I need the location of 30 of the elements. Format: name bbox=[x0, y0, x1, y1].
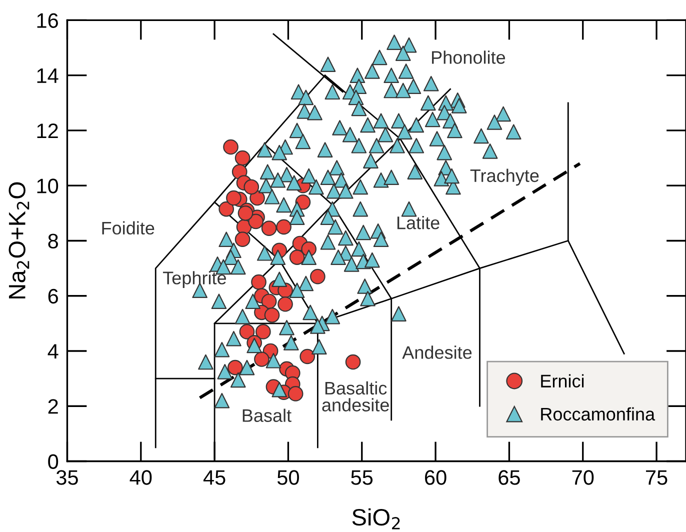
annotation: Foidite bbox=[102, 221, 154, 235]
annotation: Phonolite bbox=[432, 50, 506, 64]
y-tick-label: 2 bbox=[48, 399, 58, 414]
annotation: Basalt bbox=[242, 408, 292, 422]
x-tick-label: 75 bbox=[646, 470, 668, 485]
x-axis-title: SiO$_{2}$ bbox=[352, 508, 400, 530]
x-tick-label: 60 bbox=[425, 470, 446, 485]
legend-label: Ernici bbox=[541, 374, 584, 388]
y-tick-label: 6 bbox=[48, 288, 58, 304]
x-tick-label: 65 bbox=[498, 470, 520, 485]
x-tick-label: 55 bbox=[351, 470, 373, 485]
y-tick-label: 10 bbox=[37, 178, 58, 194]
y-tick-label: 0 bbox=[48, 454, 58, 469]
x-tick-label: 40 bbox=[130, 470, 152, 485]
annotation: Trachyte bbox=[470, 168, 539, 186]
x-tick-label: 70 bbox=[572, 470, 594, 485]
x-tick-label: 50 bbox=[277, 470, 299, 485]
x-tick-label: 35 bbox=[56, 470, 78, 485]
annotation: Basaltic andesite bbox=[322, 381, 389, 412]
y-tick-label: 14 bbox=[37, 68, 58, 83]
y-tick-label: 16 bbox=[37, 13, 58, 28]
annotation: Latite bbox=[397, 216, 440, 230]
y-tick-label: 4 bbox=[48, 344, 58, 359]
annotation: Andesite bbox=[402, 346, 472, 359]
y-axis-title: Na$_{2}$O+K$_{2}$O bbox=[8, 182, 30, 298]
annotation: Tephrite bbox=[162, 271, 226, 288]
legend-label: Roccamonfina bbox=[541, 407, 656, 421]
y-tick-label: 12 bbox=[37, 123, 58, 138]
x-tick-label: 45 bbox=[203, 470, 226, 485]
y-tick-label: 8 bbox=[48, 234, 58, 248]
